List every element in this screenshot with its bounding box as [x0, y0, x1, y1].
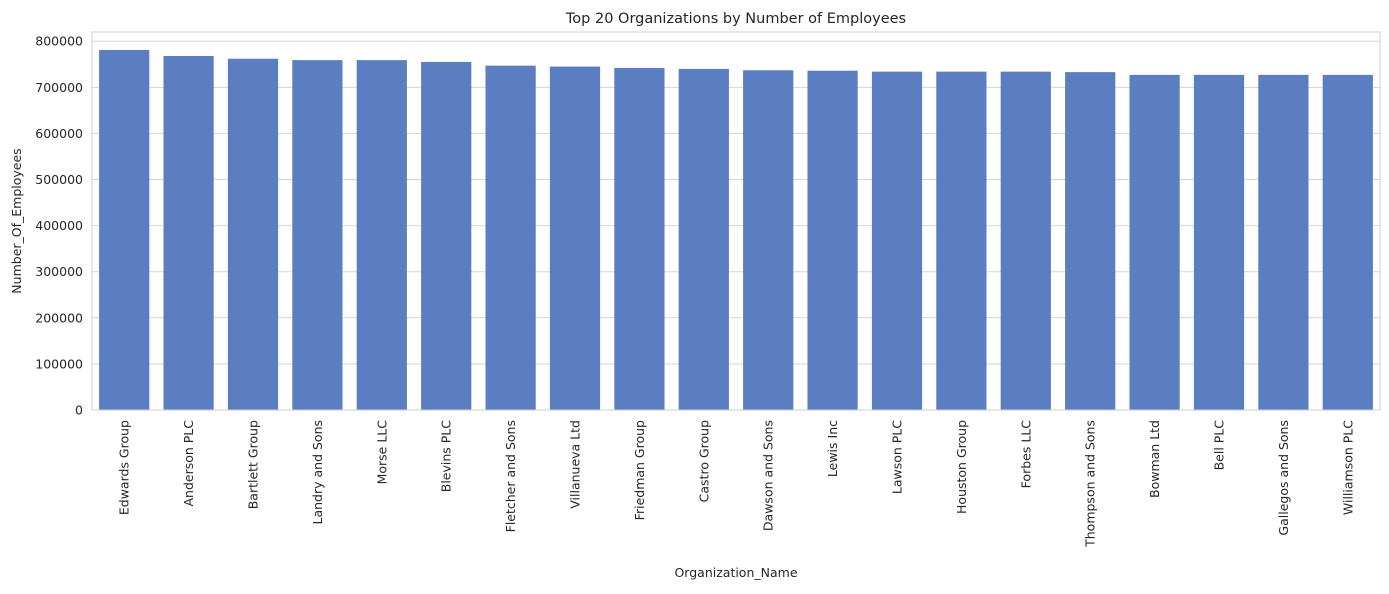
bar	[421, 61, 472, 411]
bar-layer	[99, 49, 1373, 411]
x-tick-label: Bowman Ltd	[1147, 420, 1162, 498]
grid-layer	[92, 40, 1380, 365]
y-tick-label: 500000	[35, 172, 83, 187]
y-axis-label: Number_Of_Employees	[9, 148, 24, 293]
x-tick-label: Williamson PLC	[1340, 420, 1355, 515]
y-tick-labels: 0 100000 200000 300000 400000 500000 600000 700…	[35, 34, 83, 418]
x-axis-label: Organization_Name	[674, 565, 797, 580]
bar	[292, 60, 343, 411]
x-tick-label: Friedman Group	[632, 420, 647, 520]
bar	[549, 66, 601, 410]
bar	[227, 58, 279, 411]
x-tick-label: Gallegos and Sons	[1276, 420, 1291, 536]
y-tick-label: 100000	[35, 356, 83, 371]
bar	[936, 71, 987, 410]
x-tick-label: Anderson PLC	[181, 420, 196, 507]
bar	[1129, 74, 1180, 411]
x-tick-label: Dawson and Sons	[761, 420, 776, 531]
y-tick-label: 600000	[35, 126, 83, 141]
x-tick-label: Thompson and Sons	[1083, 420, 1098, 548]
x-tick-label: Edwards Group	[117, 420, 132, 515]
y-tick-label: 200000	[35, 310, 83, 325]
x-tick-label: Lewis Inc	[825, 420, 840, 477]
x-tick-label: Morse LLC	[374, 420, 389, 485]
x-tick-label: Houston Group	[954, 420, 969, 514]
x-tick-label: Bartlett Group	[246, 420, 261, 509]
bar	[1193, 74, 1245, 411]
bar	[614, 67, 665, 410]
bar	[99, 49, 150, 410]
x-tick-labels: Edwards Group Anderson PLC Bartlett Group L…	[117, 420, 1356, 548]
x-tick-label: Forbes LLC	[1018, 420, 1033, 489]
bar	[1065, 72, 1116, 410]
plot-frame	[91, 31, 1381, 411]
bar	[1258, 74, 1309, 411]
y-tick-label: 800000	[35, 34, 83, 49]
bar	[163, 55, 214, 410]
y-tick-label: 300000	[35, 264, 83, 279]
bar	[807, 70, 858, 410]
x-tick-label: Fletcher and Sons	[503, 420, 518, 532]
x-tick-label: Villanueva Ltd	[568, 420, 583, 509]
bar	[871, 71, 923, 410]
bar	[743, 70, 794, 410]
x-tick-label: Blevins PLC	[439, 420, 454, 493]
chart-title: Top 20 Organizations by Number of Employ…	[565, 11, 906, 27]
y-tick-label: 700000	[35, 80, 83, 95]
x-tick-label: Bell PLC	[1212, 420, 1227, 471]
x-tick-label: Castro Group	[696, 420, 711, 502]
bar	[1000, 71, 1051, 410]
y-tick-label: 400000	[35, 218, 83, 233]
bar	[678, 68, 729, 410]
x-tick-label: Landry and Sons	[310, 420, 325, 525]
bar	[356, 60, 407, 411]
bar	[485, 65, 536, 411]
x-tick-label: Lawson PLC	[890, 420, 905, 494]
bar	[1322, 74, 1373, 411]
y-tick-label: 0	[75, 403, 83, 418]
